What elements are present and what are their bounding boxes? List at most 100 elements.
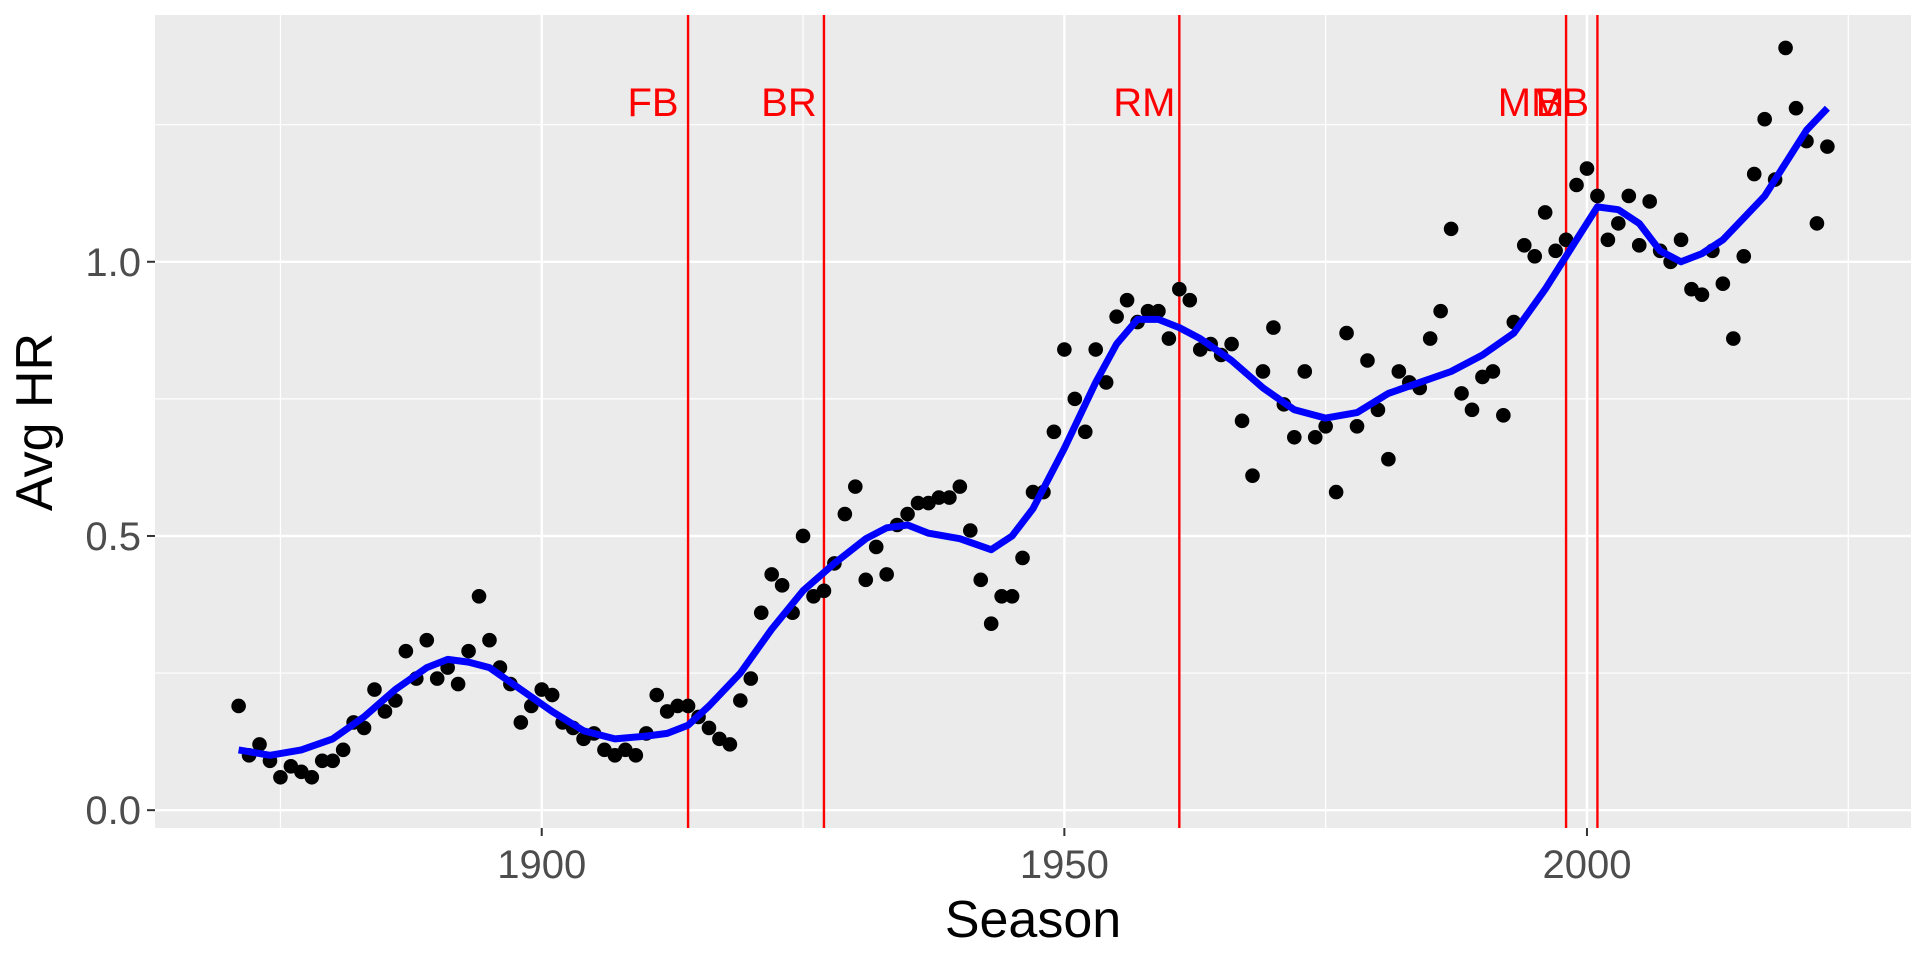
- data-point: [962, 523, 978, 538]
- data-point: [398, 643, 414, 659]
- data-point: [816, 583, 832, 599]
- data-point: [628, 748, 644, 763]
- data-point: [1820, 139, 1835, 154]
- data-point: [743, 671, 759, 686]
- data-point: [774, 578, 790, 593]
- y-axis: 0.0 0.5 1.0: [85, 241, 155, 833]
- data-point: [1600, 232, 1616, 248]
- data-point: [1746, 166, 1762, 182]
- data-point: [1715, 276, 1731, 292]
- data-point: [304, 769, 320, 785]
- data-point: [231, 698, 246, 714]
- data-point: [900, 506, 915, 522]
- data-point: [1255, 364, 1271, 379]
- data-point: [471, 589, 487, 604]
- data-point: [701, 720, 717, 736]
- data-point: [879, 567, 894, 582]
- data-point: [1098, 375, 1114, 390]
- data-point: [1266, 320, 1281, 335]
- reference-lines: [686, 15, 1599, 828]
- data-point: [429, 671, 445, 686]
- data-point: [973, 572, 989, 588]
- data-point: [952, 479, 968, 494]
- data-point: [1381, 451, 1396, 467]
- data-point: [325, 753, 340, 769]
- data-point: [910, 495, 926, 511]
- data-point: [1088, 342, 1104, 357]
- data-point: [1788, 100, 1804, 116]
- data-point: [670, 698, 685, 714]
- data-point: [461, 643, 476, 659]
- y-tick-label: 1.0: [85, 241, 141, 285]
- data-point: [1161, 331, 1177, 346]
- data-point: [753, 605, 769, 621]
- data-point: [994, 589, 1009, 604]
- data-point: [1485, 364, 1501, 379]
- y-axis-title: Avg HR: [6, 333, 64, 511]
- data-point: [764, 567, 779, 582]
- data-point: [273, 769, 288, 785]
- data-point: [1590, 188, 1605, 204]
- plot-panel: [155, 15, 1911, 828]
- data-point: [1318, 418, 1333, 434]
- data-point: [837, 506, 853, 522]
- data-point: [1109, 309, 1124, 324]
- data-point: [1611, 216, 1626, 231]
- data-point: [1046, 424, 1062, 440]
- data-point: [356, 720, 372, 736]
- data-point: [1245, 468, 1260, 483]
- data-point: [419, 632, 435, 648]
- data-point: [1077, 424, 1093, 440]
- x-axis: 1900 1950 2000: [497, 828, 1631, 887]
- era-label-rm: RM: [1113, 81, 1175, 125]
- data-point: [1360, 353, 1375, 368]
- data-point: [1631, 238, 1647, 253]
- data-point: [1537, 205, 1553, 220]
- data-point: [1349, 418, 1365, 434]
- data-point: [1422, 331, 1438, 346]
- data-point: [868, 539, 884, 555]
- data-point: [1579, 161, 1595, 176]
- data-point: [1433, 303, 1448, 319]
- era-label-br: BR: [761, 81, 817, 125]
- data-point: [335, 742, 351, 758]
- data-point: [1370, 402, 1386, 418]
- data-point: [722, 737, 738, 752]
- data-point: [1454, 386, 1469, 401]
- data-point: [1307, 429, 1323, 445]
- data-point: [1558, 232, 1574, 248]
- era-label-mm: MM: [1498, 81, 1565, 125]
- data-point: [1778, 40, 1793, 56]
- data-point: [1621, 188, 1637, 204]
- data-point: [513, 715, 529, 730]
- data-point: [1516, 238, 1532, 253]
- data-point: [1297, 364, 1313, 379]
- data-point: [1119, 292, 1135, 308]
- data-point: [1182, 292, 1198, 308]
- data-point: [1328, 484, 1344, 500]
- data-point: [1151, 303, 1166, 319]
- x-tick-label: 1900: [497, 843, 586, 887]
- grid-major: [155, 15, 1911, 828]
- x-axis-title: Season: [945, 891, 1121, 949]
- data-point: [649, 687, 665, 703]
- data-point: [1694, 287, 1710, 302]
- data-point: [1067, 391, 1083, 407]
- data-point: [367, 682, 382, 697]
- data-point: [931, 490, 947, 505]
- data-point: [252, 737, 267, 752]
- data-point: [1015, 550, 1030, 566]
- data-point: [1287, 429, 1302, 445]
- data-point: [1391, 364, 1407, 379]
- data-point: [1443, 221, 1459, 237]
- y-tick-label: 0.5: [85, 515, 141, 559]
- data-point: [1339, 325, 1354, 341]
- data-point: [1548, 243, 1563, 259]
- data-point: [450, 676, 466, 692]
- data-point: [983, 616, 999, 632]
- data-point: [680, 698, 696, 714]
- data-point: [795, 528, 811, 544]
- data-point: [733, 693, 748, 708]
- data-point: [1642, 194, 1657, 209]
